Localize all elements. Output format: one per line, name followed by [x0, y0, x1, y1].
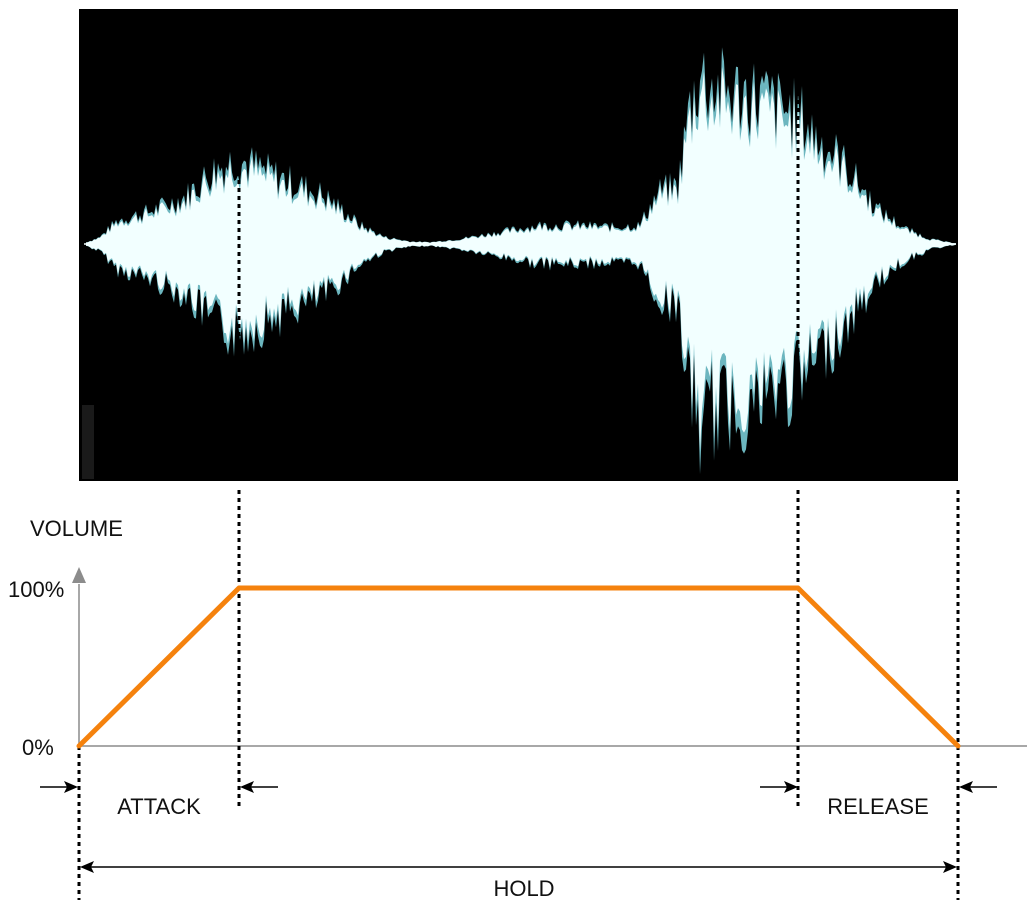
- tick-label-100: 100%: [8, 577, 64, 602]
- tick-label-0: 0%: [22, 735, 54, 760]
- guide-lines: [77, 12, 960, 900]
- attack-dimension: [40, 781, 278, 793]
- waveform-edge-artifact: [82, 405, 94, 479]
- hold-arrow-right-head: [943, 861, 957, 873]
- envelope-line: [76, 585, 961, 749]
- attack-arrow-left-head: [64, 781, 78, 793]
- release-arrow-left-head: [784, 781, 798, 793]
- axes: [72, 567, 1027, 747]
- hold-dimension: [80, 861, 957, 873]
- attack-label: ATTACK: [117, 794, 201, 819]
- y-axis-arrowhead: [72, 567, 86, 583]
- hold-label: HOLD: [493, 876, 554, 901]
- y-axis-title: VOLUME: [30, 516, 123, 541]
- waveform-panel: [79, 9, 958, 481]
- release-label: RELEASE: [827, 794, 929, 819]
- release-arrow-right-head: [959, 781, 973, 793]
- release-dimension: [760, 781, 997, 793]
- waveform: [86, 66, 956, 452]
- hold-arrow-left-head: [80, 861, 94, 873]
- attack-arrow-right-head: [240, 781, 254, 793]
